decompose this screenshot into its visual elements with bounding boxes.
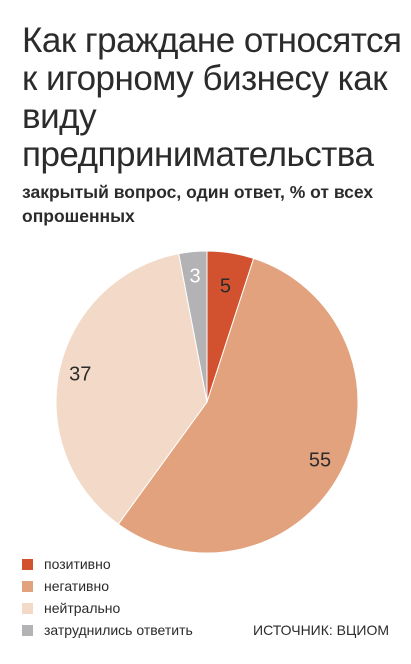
source-note: ИСТОЧНИК: ВЦИОМ: [253, 622, 389, 638]
legend-label-undecided: затруднились ответить: [44, 622, 193, 638]
pie-slice-1: [117, 257, 359, 554]
legend-swatch-negative: [22, 580, 33, 592]
legend-swatch-positive: [22, 558, 33, 570]
legend-label-neutral: нейтрально: [44, 600, 121, 616]
pie-value-label-2: 37: [69, 364, 91, 386]
legend: позитивно негативно нейтрально затруднил…: [22, 553, 193, 641]
legend-label-positive: позитивно: [44, 556, 111, 572]
pie-value-label-1: 55: [309, 450, 331, 472]
pie-slice-2: [55, 253, 208, 525]
legend-item-undecided: затруднились ответить: [22, 619, 193, 641]
legend-swatch-neutral: [22, 602, 33, 614]
legend-item-positive: позитивно: [22, 553, 193, 575]
legend-item-negative: негативно: [22, 575, 193, 597]
chart-title: Как граждане относятся к игорному бизнес…: [22, 21, 402, 174]
legend-label-negative: негативно: [44, 578, 109, 594]
pie-slice-3: [178, 250, 208, 403]
legend-item-neutral: нейтрально: [22, 597, 193, 619]
legend-swatch-undecided: [22, 624, 33, 636]
chart-subtitle: закрытый вопрос, один ответ, % от всех о…: [22, 182, 374, 226]
pie-value-label-0: 5: [220, 276, 231, 298]
pie-value-label-3: 3: [190, 266, 201, 288]
